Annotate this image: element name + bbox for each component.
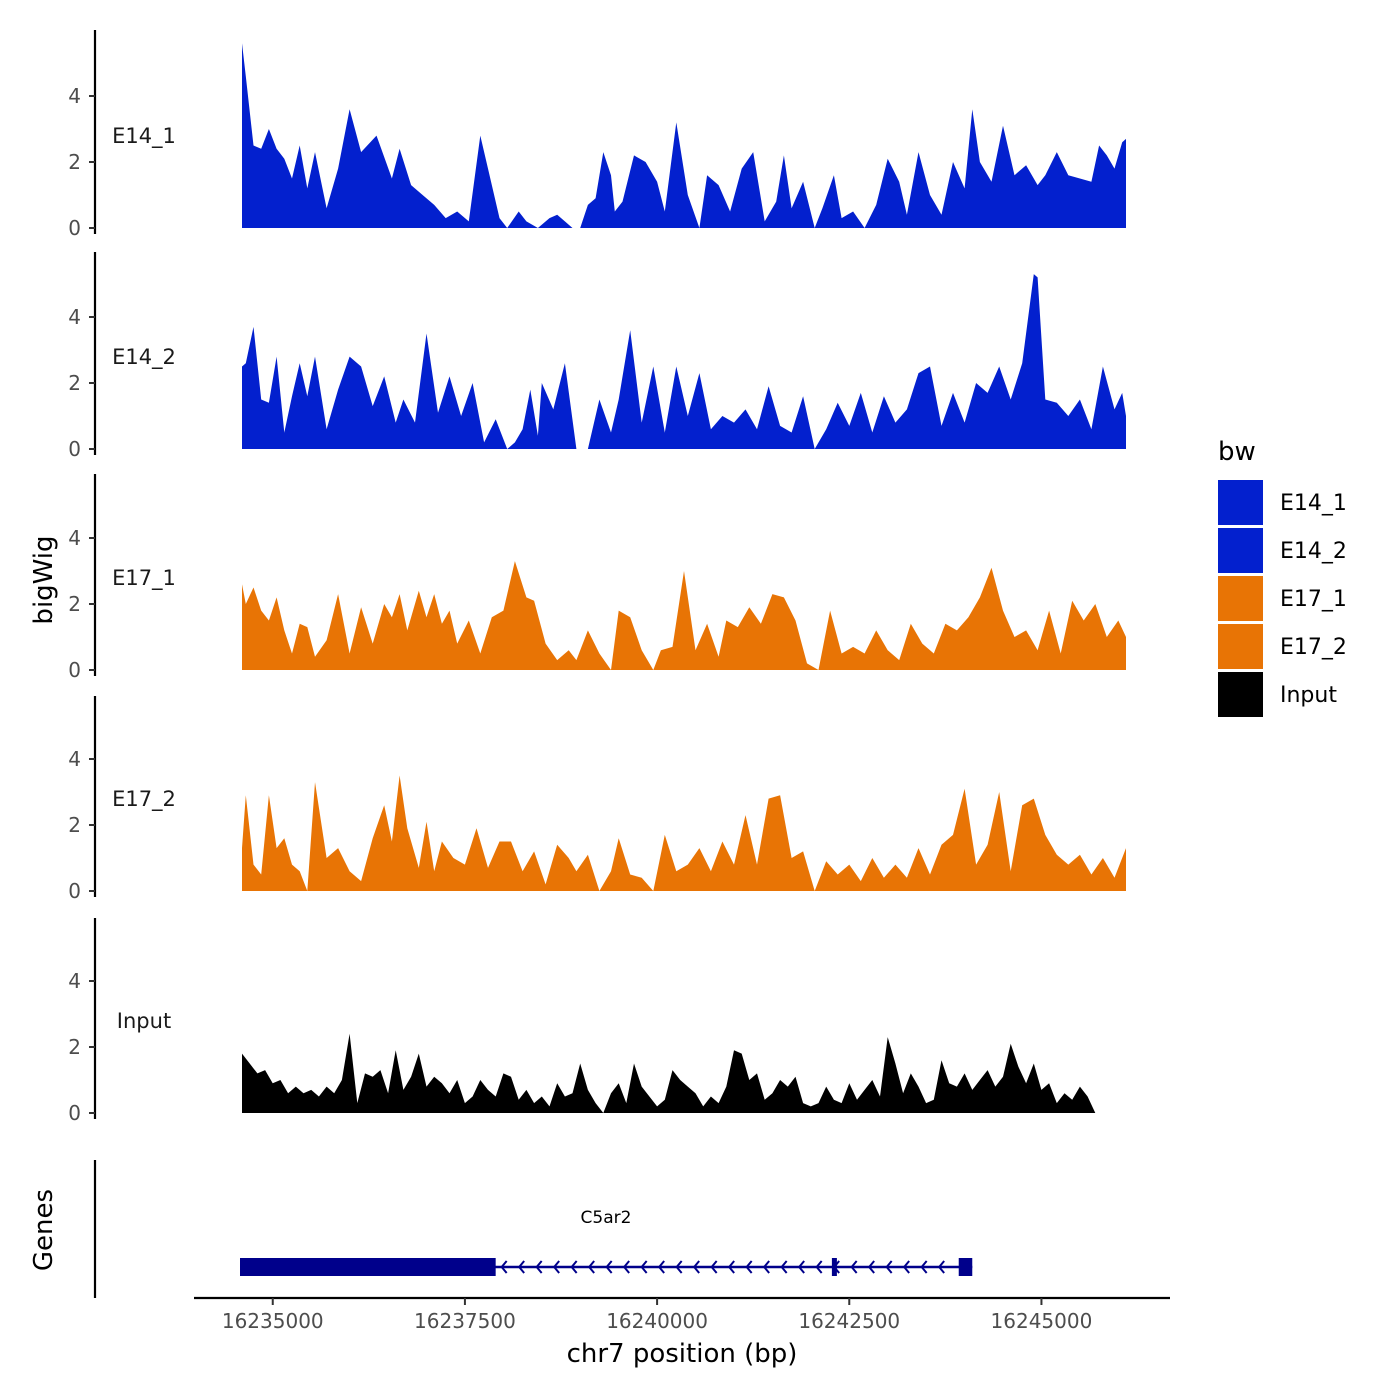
x-axis-title: chr7 position (bp) <box>567 1339 798 1369</box>
strand-arrow <box>500 1260 508 1274</box>
legend-swatch <box>1218 528 1263 573</box>
y-tick-label: 2 <box>68 1035 81 1059</box>
strand-arrow <box>867 1260 875 1274</box>
strand-arrow <box>832 1260 840 1274</box>
x-tick-label: 16245000 <box>991 1309 1093 1333</box>
legend-item: E17_1 <box>1218 576 1347 621</box>
y-tick-label: 2 <box>68 371 81 395</box>
y-tick-label: 2 <box>68 592 81 616</box>
track-e17-1: 0 2 4 E17_1 <box>68 474 1126 682</box>
coverage-area <box>242 1033 1096 1113</box>
legend-label: E14_2 <box>1280 539 1347 564</box>
strand-arrow <box>850 1260 858 1274</box>
strand-arrow <box>885 1260 893 1274</box>
strand-arrow <box>902 1260 910 1274</box>
coverage-area <box>242 43 1126 229</box>
track-e14-2: 0 2 4 E14_2 <box>68 252 1126 461</box>
strand-arrow <box>780 1260 788 1274</box>
strand-arrow <box>657 1260 665 1274</box>
coverage-area <box>242 775 1126 891</box>
y-tick-label: 2 <box>68 813 81 837</box>
track-label: E14_1 <box>112 124 176 149</box>
gene-exon <box>240 1258 496 1276</box>
genes-track-label: Genes <box>29 1189 59 1271</box>
strand-arrow <box>605 1260 613 1274</box>
legend-swatch <box>1218 480 1263 525</box>
strand-arrow <box>552 1260 560 1274</box>
strand-arrow <box>692 1260 700 1274</box>
gene-exon <box>958 1258 973 1276</box>
strand-arrow <box>675 1260 683 1274</box>
y-tick-label: 0 <box>68 658 81 682</box>
strand-arrow <box>517 1260 525 1274</box>
y-tick-label: 2 <box>68 150 81 174</box>
y-axis-title: bigWig <box>29 535 59 624</box>
legend-item: E14_2 <box>1218 528 1347 573</box>
tracks-group: 0 2 4 E14_1 0 2 4 E14_2 0 2 4 E17_1 0 2 4 E17_2 0 2 4 Input <box>68 30 1126 1125</box>
track-input: 0 2 4 Input <box>68 918 1096 1125</box>
track-label: Input <box>117 1009 171 1033</box>
legend-label: E17_2 <box>1280 635 1347 660</box>
legend-item: E17_2 <box>1218 624 1347 669</box>
track-e14-1: 0 2 4 E14_1 <box>68 30 1126 240</box>
track-label: E17_1 <box>112 566 176 591</box>
strand-arrow <box>622 1260 630 1274</box>
x-axis: 16235000 16237500 16240000 16242500 16245000 <box>194 1296 1170 1333</box>
legend-swatch <box>1218 624 1263 669</box>
y-tick-label: 4 <box>68 747 81 771</box>
coverage-area <box>242 561 1126 670</box>
strand-arrow <box>727 1260 735 1274</box>
strand-arrow <box>745 1260 753 1274</box>
legend-swatch <box>1218 576 1263 621</box>
legend-item: E14_1 <box>1218 480 1347 525</box>
strand-arrow <box>587 1260 595 1274</box>
y-tick-label: 4 <box>68 969 81 993</box>
x-tick-label: 16240000 <box>606 1309 708 1333</box>
legend-label: E14_1 <box>1280 491 1347 516</box>
track-e17-2: 0 2 4 E17_2 <box>68 696 1126 903</box>
track-label: E17_2 <box>112 787 176 812</box>
strand-arrow <box>797 1260 805 1274</box>
legend-label: E17_1 <box>1280 587 1347 612</box>
x-tick-label: 16242500 <box>798 1309 900 1333</box>
x-tick-label: 16235000 <box>222 1309 324 1333</box>
strand-arrow <box>815 1260 823 1274</box>
legend-title: bw <box>1218 437 1256 467</box>
x-tick-label: 16237500 <box>414 1309 516 1333</box>
genes-track: Genes C5ar2 <box>29 1160 973 1298</box>
legend: bw E14_1 E14_2 E17_1 E17_2 Input <box>1218 437 1347 717</box>
legend-swatch <box>1218 672 1263 717</box>
y-tick-label: 4 <box>68 305 81 329</box>
y-tick-label: 4 <box>68 526 81 550</box>
legend-label: Input <box>1280 683 1337 708</box>
y-tick-label: 0 <box>68 216 81 240</box>
strand-arrow <box>710 1260 718 1274</box>
coverage-area <box>242 274 1126 449</box>
gene-name-label: C5ar2 <box>581 1208 632 1228</box>
y-tick-label: 4 <box>68 84 81 108</box>
strand-arrow <box>570 1260 578 1274</box>
strand-arrow <box>920 1260 928 1274</box>
strand-arrow <box>762 1260 770 1274</box>
y-tick-label: 0 <box>68 437 81 461</box>
y-tick-label: 0 <box>68 879 81 903</box>
track-label: E14_2 <box>112 345 176 370</box>
y-tick-label: 0 <box>68 1101 81 1125</box>
strand-arrow <box>937 1260 945 1274</box>
strand-arrow <box>640 1260 648 1274</box>
legend-item: Input <box>1218 672 1337 717</box>
strand-arrow <box>535 1260 543 1274</box>
